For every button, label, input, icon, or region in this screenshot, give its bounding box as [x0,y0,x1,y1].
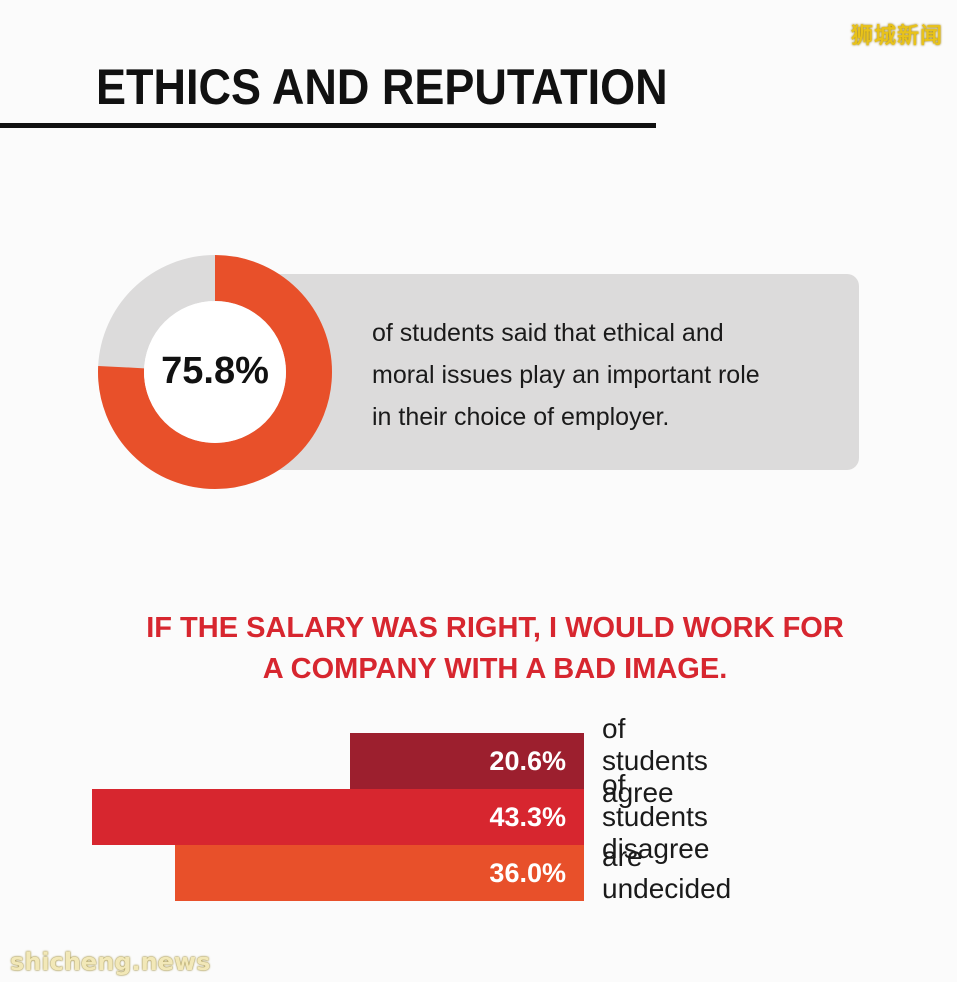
donut-hole [144,301,286,443]
stat-description: of students said that ethical and moral … [372,312,832,438]
bar-value-label: 43.3% [489,801,566,832]
title-underline [0,123,656,128]
question-line: A COMPANY WITH A BAD IMAGE. [262,653,728,685]
bar-undecided: 36.0% [174,845,584,901]
bar-disagree: 43.3% [92,789,584,845]
page-title: ETHICS AND REPUTATION [96,59,668,115]
stat-line: moral issues play an important role [372,361,760,389]
watermark-site-text: shicheng.news [10,948,211,976]
stat-line: in their choice of employer. [372,403,670,431]
question-line: IF THE SALARY WAS RIGHT, I WOULD WORK FO… [146,612,844,644]
donut-value-label: 75.8% [161,350,269,392]
bar-agree: 20.6% [349,733,584,789]
donut-chart [98,255,332,489]
watermark-logo-text: 狮城新闻 [850,24,943,49]
bar-category-label: are undecided [602,841,732,904]
donut-slice-value [98,255,332,489]
stat-line: of students said that ethical and [372,319,724,347]
bar-value-label: 36.0% [489,857,566,888]
bar-category-label: of students disagree [602,769,710,864]
bar-value-label: 20.6% [489,745,566,776]
question-heading: IF THE SALARY WAS RIGHT, I WOULD WORK FO… [100,608,890,690]
